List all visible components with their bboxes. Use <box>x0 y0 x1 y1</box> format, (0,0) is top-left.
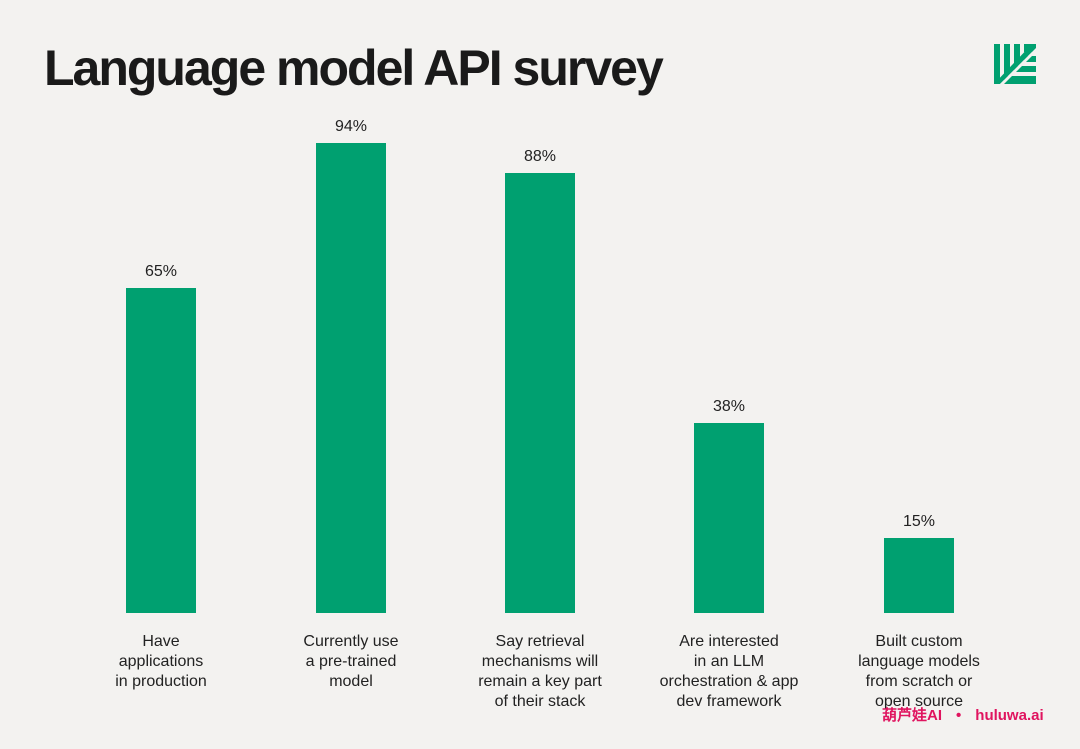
watermark: 葫芦娃AI • huluwa.ai <box>882 704 1058 725</box>
category-label-line: in production <box>115 673 207 690</box>
category-label-line: remain a key part <box>478 673 602 690</box>
category-label-3: Say retrieval mechanisms will remain a key… <box>445 632 635 712</box>
category-label-2: Currently use a pre-trained model <box>256 632 446 692</box>
bar-1 <box>126 288 196 613</box>
category-label-line: Are interested <box>679 633 779 650</box>
category-label-1: Have applications in production <box>66 632 256 692</box>
category-label-line: from scratch or <box>865 673 973 690</box>
page-title: Language model API survey <box>44 40 664 96</box>
category-label-line: Say retrieval <box>495 633 585 650</box>
data-label-4: 38% <box>713 398 745 415</box>
category-label-line: a pre-trained <box>305 653 397 670</box>
watermark-separator: • <box>956 707 962 724</box>
watermark-brand: 葫芦娃AI <box>882 707 943 724</box>
category-label-line: dev framework <box>676 693 782 710</box>
category-label-line: applications <box>118 653 204 670</box>
watermark-site: huluwa.ai <box>975 707 1044 724</box>
bar-2 <box>316 143 386 613</box>
bar-5 <box>884 538 954 613</box>
category-label-line: in an LLM <box>693 653 765 670</box>
category-label-line: language models <box>858 653 980 670</box>
category-label-line: Have <box>142 633 180 650</box>
bar-4 <box>694 423 764 613</box>
category-label-line: orchestration & app <box>659 673 799 690</box>
data-label-2: 94% <box>335 118 367 135</box>
category-label-line: Currently use <box>303 633 399 650</box>
data-label-3: 88% <box>524 148 556 165</box>
data-label-5: 15% <box>903 513 935 530</box>
category-label-line: mechanisms will <box>481 653 599 670</box>
category-label-line: model <box>329 673 373 690</box>
data-label-1: 65% <box>145 263 177 280</box>
bar-3 <box>505 173 575 613</box>
category-label-5: Built custom language models from scratch … <box>824 632 1014 712</box>
category-label-line: of their stack <box>494 693 586 710</box>
leaf-lines-logo-icon <box>994 44 1038 86</box>
category-label-line: open source <box>874 693 964 710</box>
category-label-line: Built custom <box>875 633 963 650</box>
category-label-4: Are interested in an LLM orchestration & a… <box>634 632 824 712</box>
